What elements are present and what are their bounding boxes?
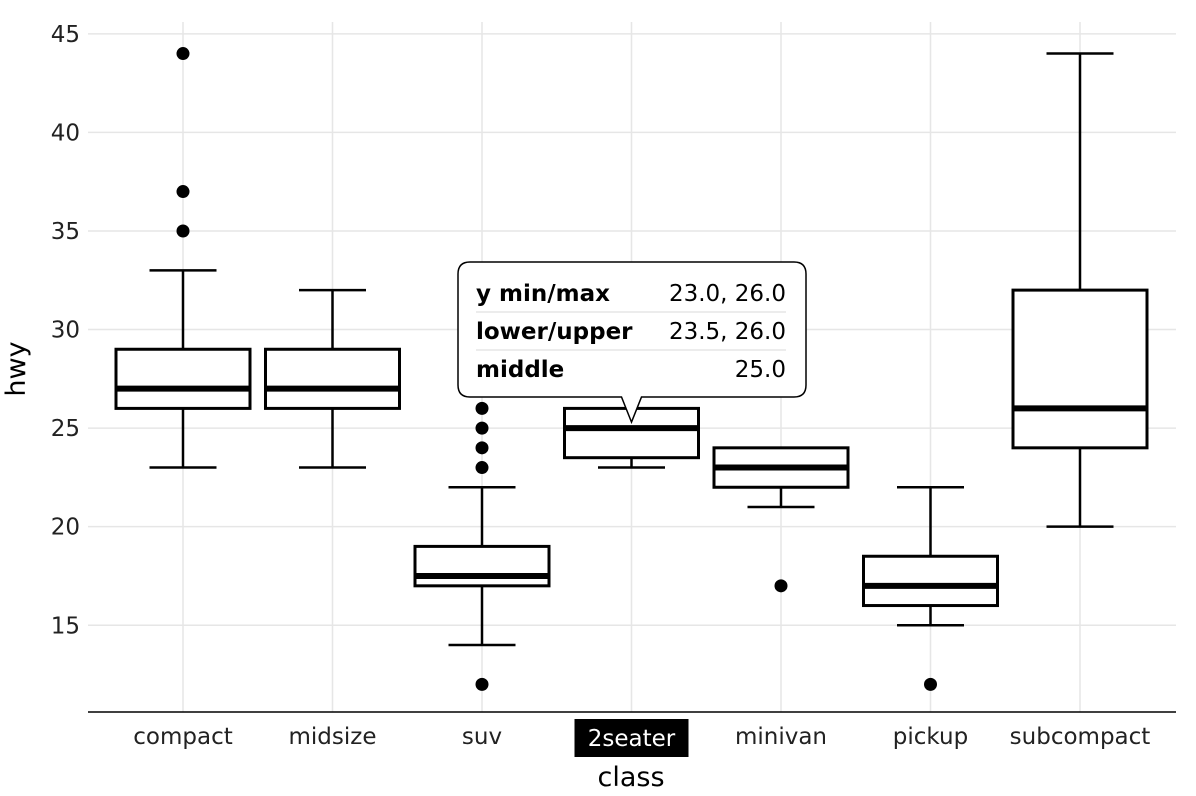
- outlier-point: [924, 677, 937, 691]
- outlier-point: [176, 47, 190, 61]
- box-minivan: [712, 446, 850, 593]
- x-tick-highlight: [574, 719, 689, 757]
- box-body: [264, 347, 401, 410]
- x-tick-label-suv: suv: [462, 724, 502, 750]
- axes: 15 20 25 30 35 40 45 compact midsize suv 2seater mi…: [51, 22, 1176, 757]
- outlier-point: [774, 579, 788, 593]
- box-pickup: [862, 486, 999, 691]
- x-tick-label-2seater: 2seater: [588, 726, 676, 752]
- x-tick-label-pickup: pickup: [893, 724, 968, 750]
- box-body: [114, 347, 252, 410]
- x-axis-title: class: [597, 762, 664, 793]
- box-subcompact: [1011, 52, 1149, 528]
- y-tick-label-25: 25: [51, 416, 80, 442]
- tooltip-value: 23.0, 26.0: [669, 281, 786, 307]
- x-tick-label-midsize: midsize: [289, 724, 377, 750]
- outlier-point: [176, 224, 190, 238]
- y-axis-title: hwy: [1, 341, 32, 396]
- tooltip-label: y min/max: [476, 281, 610, 307]
- box-body: [862, 554, 999, 608]
- box-midsize: [264, 288, 401, 469]
- tooltip-label: middle: [476, 357, 564, 383]
- x-tick-label-minivan: minivan: [735, 724, 827, 750]
- tooltip-value: 25.0: [735, 357, 786, 383]
- outlier-point: [475, 677, 489, 691]
- outlier-point: [475, 441, 489, 455]
- y-tick-label-35: 35: [51, 219, 80, 245]
- outlier-point: [475, 461, 489, 475]
- outlier-point: [475, 421, 489, 435]
- y-tick-label-20: 20: [51, 515, 80, 541]
- y-tick-label-40: 40: [51, 120, 80, 146]
- box-compact: [114, 47, 252, 469]
- tooltip: y min/max 23.0, 26.0 lower/upper 23.5, 26.0…: [457, 261, 807, 425]
- tooltip-value: 23.5, 26.0: [669, 319, 786, 345]
- y-tick-label-30: 30: [51, 318, 80, 344]
- box-suv: [413, 401, 551, 691]
- box-body: [413, 544, 551, 588]
- box-body: [1011, 288, 1149, 450]
- tooltip-box: [457, 261, 807, 425]
- outlier-point: [176, 185, 190, 199]
- x-tick-label-compact: compact: [133, 724, 232, 750]
- tooltip-label: lower/upper: [476, 319, 633, 345]
- outlier-point: [475, 401, 489, 415]
- y-tick-label-15: 15: [51, 613, 80, 639]
- boxes: [114, 47, 1149, 691]
- y-tick-label-45: 45: [51, 22, 80, 48]
- x-tick-label-subcompact: subcompact: [1010, 724, 1151, 750]
